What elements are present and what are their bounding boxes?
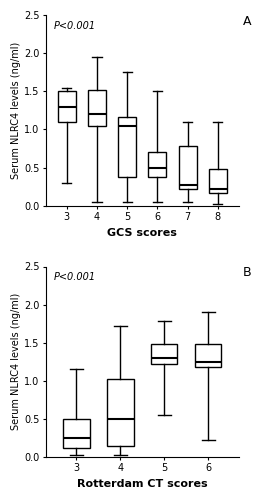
PathPatch shape (58, 92, 76, 122)
Text: A: A (243, 15, 251, 28)
PathPatch shape (63, 419, 90, 448)
Text: B: B (243, 266, 251, 280)
Y-axis label: Serum NLRC4 levels (ng/ml): Serum NLRC4 levels (ng/ml) (11, 42, 21, 179)
Text: P<0.001: P<0.001 (53, 21, 95, 31)
Y-axis label: Serum NLRC4 levels (ng/ml): Serum NLRC4 levels (ng/ml) (11, 293, 21, 430)
PathPatch shape (148, 152, 166, 176)
PathPatch shape (209, 169, 227, 192)
PathPatch shape (107, 380, 134, 446)
X-axis label: GCS scores: GCS scores (107, 228, 177, 237)
PathPatch shape (179, 146, 197, 189)
X-axis label: Rotterdam CT scores: Rotterdam CT scores (77, 479, 208, 489)
PathPatch shape (118, 116, 136, 176)
PathPatch shape (151, 344, 178, 364)
PathPatch shape (195, 344, 221, 367)
PathPatch shape (88, 90, 106, 126)
Text: P<0.001: P<0.001 (53, 272, 95, 282)
